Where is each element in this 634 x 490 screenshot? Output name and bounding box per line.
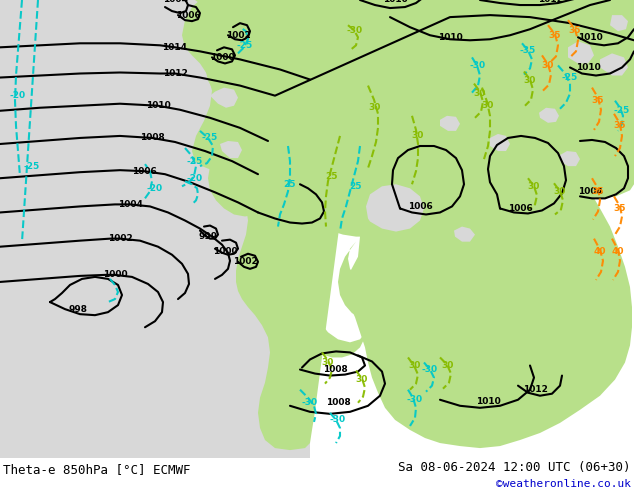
Text: 1004: 1004 <box>117 200 143 209</box>
Polygon shape <box>560 151 580 166</box>
Text: 1006: 1006 <box>132 167 157 176</box>
Text: 25: 25 <box>326 172 339 181</box>
Text: -20: -20 <box>10 91 26 100</box>
Text: -25: -25 <box>202 133 218 143</box>
Text: 30: 30 <box>442 361 454 370</box>
Text: 1010: 1010 <box>146 101 171 110</box>
Text: 1002: 1002 <box>108 234 133 243</box>
Text: 1002: 1002 <box>233 257 257 266</box>
Text: 30: 30 <box>322 358 334 367</box>
Text: 1012: 1012 <box>162 69 188 78</box>
Text: 30: 30 <box>356 375 368 384</box>
Polygon shape <box>366 184 424 232</box>
Text: -25: -25 <box>562 73 578 82</box>
Text: -25: -25 <box>237 41 253 50</box>
Text: ©weatheronline.co.uk: ©weatheronline.co.uk <box>496 479 631 490</box>
Polygon shape <box>220 141 242 158</box>
Text: -30: -30 <box>407 395 423 404</box>
Polygon shape <box>195 0 634 358</box>
Text: 35: 35 <box>549 31 561 40</box>
Text: 1000: 1000 <box>103 270 127 279</box>
Text: 35: 35 <box>614 122 626 130</box>
Text: 1010: 1010 <box>578 33 602 42</box>
Text: 1006: 1006 <box>176 11 200 20</box>
Text: 1006: 1006 <box>508 204 533 213</box>
Text: 30: 30 <box>409 361 421 370</box>
Text: -25: -25 <box>614 106 630 115</box>
Text: 1012: 1012 <box>522 385 547 394</box>
Text: 998: 998 <box>68 305 87 314</box>
Text: -25: -25 <box>24 162 40 171</box>
Text: 1000: 1000 <box>210 53 235 62</box>
Text: 1004: 1004 <box>578 187 602 196</box>
Text: 1010: 1010 <box>576 63 600 72</box>
Text: 1000: 1000 <box>212 247 237 256</box>
Text: 35: 35 <box>614 204 626 213</box>
Text: 30: 30 <box>542 61 554 70</box>
Polygon shape <box>210 88 238 108</box>
Text: 1008: 1008 <box>139 133 164 143</box>
Text: -25: -25 <box>187 157 203 166</box>
Text: -35: -35 <box>520 46 536 55</box>
Text: -30: -30 <box>330 416 346 424</box>
Text: 40: 40 <box>594 247 606 256</box>
Text: -30: -30 <box>302 398 318 407</box>
Text: 25: 25 <box>349 182 361 191</box>
Text: 35: 35 <box>569 25 581 35</box>
Polygon shape <box>454 226 475 242</box>
Text: -30: -30 <box>347 25 363 35</box>
Text: 1006: 1006 <box>408 202 432 211</box>
Text: 1012: 1012 <box>538 0 562 4</box>
Polygon shape <box>182 0 632 450</box>
Text: 30: 30 <box>474 89 486 98</box>
Text: 1008: 1008 <box>326 398 351 407</box>
Text: -30: -30 <box>470 61 486 70</box>
Text: 30: 30 <box>482 101 494 110</box>
Text: 30: 30 <box>369 103 381 112</box>
Text: Sa 08-06-2024 12:00 UTC (06+30): Sa 08-06-2024 12:00 UTC (06+30) <box>398 461 631 473</box>
Polygon shape <box>600 53 628 75</box>
Text: 35: 35 <box>592 187 604 196</box>
Text: 999: 999 <box>198 232 217 241</box>
Text: Theta-e 850hPa [°C] ECMWF: Theta-e 850hPa [°C] ECMWF <box>3 463 191 476</box>
Text: 1008: 1008 <box>323 365 347 374</box>
Text: -20: -20 <box>187 174 203 183</box>
Text: 1010: 1010 <box>437 33 462 42</box>
Text: 25: 25 <box>284 180 296 189</box>
Polygon shape <box>440 116 460 131</box>
Text: 1010: 1010 <box>383 0 408 4</box>
Polygon shape <box>610 15 628 31</box>
Text: 30: 30 <box>528 182 540 191</box>
Text: -30: -30 <box>422 365 438 374</box>
Text: 1014: 1014 <box>162 43 188 52</box>
Polygon shape <box>539 108 559 123</box>
Text: 30: 30 <box>524 76 536 85</box>
Text: 35: 35 <box>592 96 604 105</box>
Text: 1004: 1004 <box>162 0 188 4</box>
Text: 30: 30 <box>554 187 566 196</box>
Polygon shape <box>490 134 510 151</box>
Polygon shape <box>0 0 310 458</box>
Text: 30: 30 <box>412 131 424 141</box>
Text: 1002: 1002 <box>226 31 250 40</box>
Polygon shape <box>568 41 594 63</box>
Text: -20: -20 <box>147 184 163 193</box>
Text: 1010: 1010 <box>476 397 500 406</box>
Text: 40: 40 <box>612 247 624 256</box>
